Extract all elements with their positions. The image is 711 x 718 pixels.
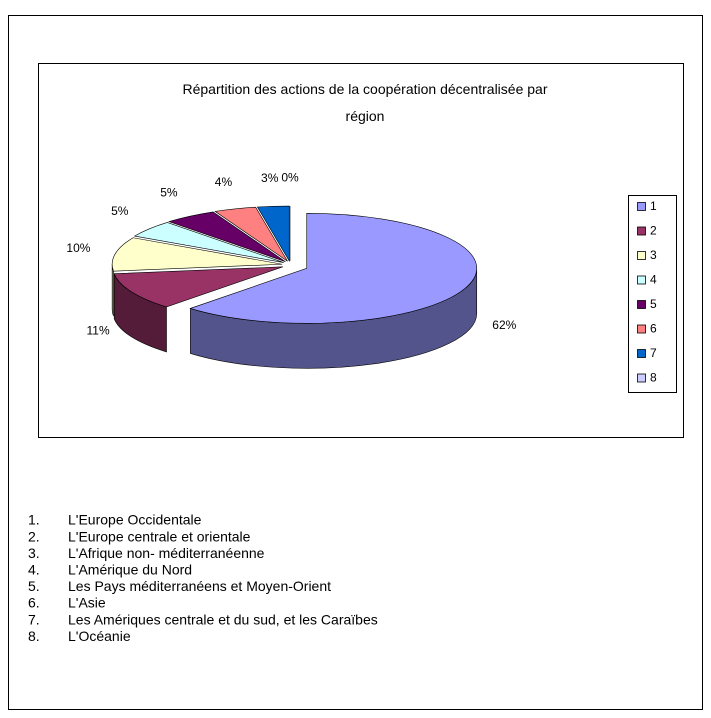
title-line: région [346, 108, 385, 124]
chart-title: Répartition des actions de la coopératio… [182, 81, 547, 124]
slice [256, 205, 290, 263]
list-number: 8. [28, 628, 40, 644]
list-text: Les Amériques centrale et du sud, et les… [68, 611, 378, 627]
list-text: Les Pays méditerranéens et Moyen-Orient [68, 578, 331, 594]
list-number: 3. [28, 545, 40, 561]
list-number: 1. [28, 512, 40, 528]
data-label: 0% [281, 171, 299, 185]
legend-label: 1 [650, 199, 657, 213]
list-text: L'Océanie [68, 628, 131, 644]
legend-label: 4 [650, 273, 657, 287]
legend-label: 6 [650, 322, 657, 336]
title-line: Répartition des actions de la coopératio… [182, 81, 547, 97]
list-number: 4. [28, 562, 40, 578]
legend-swatch [637, 373, 646, 383]
slice [111, 237, 283, 272]
list-text: L'Asie [68, 595, 106, 611]
slice [214, 206, 288, 262]
legend-label: 7 [650, 346, 657, 360]
legend-swatch [637, 324, 646, 334]
slice-side [111, 264, 114, 317]
list-number: 5. [28, 578, 40, 594]
pie-tops [111, 205, 477, 324]
data-label: 3% [261, 171, 279, 185]
list-text: L'Europe centrale et orientale [68, 528, 251, 544]
list-number: 2. [28, 528, 40, 544]
data-label: 5% [111, 204, 129, 218]
list-number: 7. [28, 611, 40, 627]
page-frame [8, 15, 703, 710]
legend-swatch [637, 202, 646, 211]
list-text: L'Europe Occidentale [68, 512, 202, 528]
legend-label: 3 [650, 248, 657, 262]
legend-swatch [637, 349, 646, 358]
slice [113, 266, 283, 308]
list-number: 6. [28, 595, 40, 611]
data-label: 4% [215, 175, 233, 189]
data-label: 10% [66, 241, 90, 255]
slice [189, 213, 477, 324]
list-text: L'Afrique non- méditerranéenne [68, 545, 265, 561]
legend-swatch [637, 275, 646, 285]
slice [168, 211, 286, 262]
legend-frame [628, 195, 677, 393]
data-label: 5% [160, 186, 178, 200]
legend-label: 5 [650, 297, 657, 311]
slice [133, 222, 284, 263]
legend-swatch [637, 226, 646, 236]
legend-swatch [637, 251, 646, 260]
legend-swatch [637, 300, 646, 309]
legend-label: 2 [650, 224, 657, 238]
data-label: 11% [87, 323, 110, 337]
legend-label: 8 [650, 371, 657, 385]
list-text: L'Amérique du Nord [68, 562, 192, 578]
data-label: 62% [492, 318, 516, 332]
